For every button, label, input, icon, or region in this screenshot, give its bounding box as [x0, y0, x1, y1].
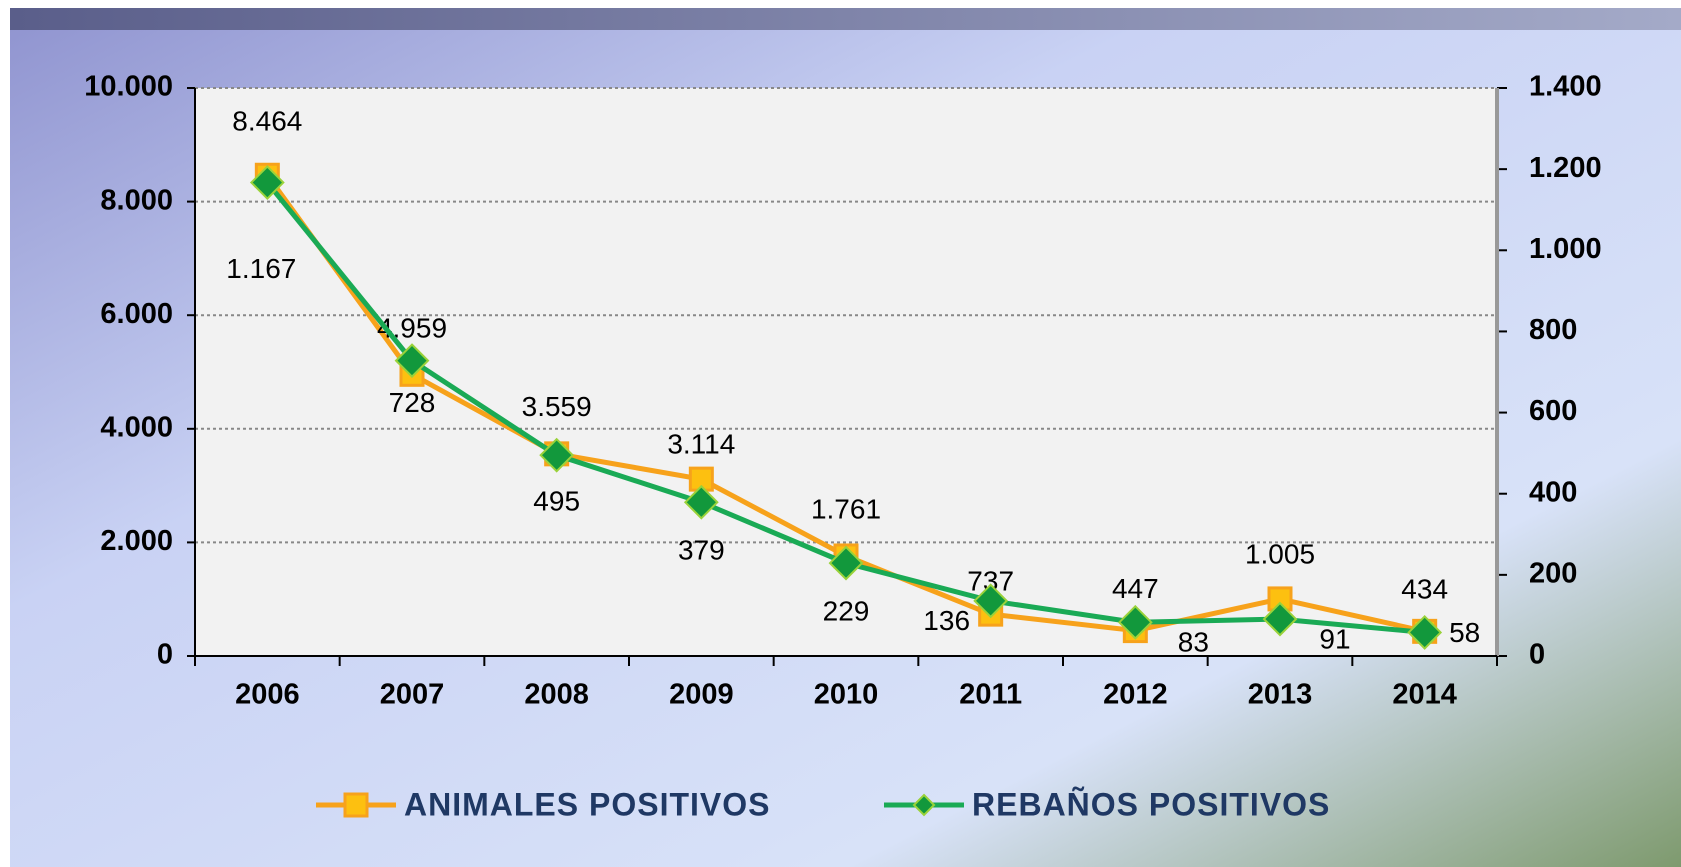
- y2-tick-label: 1.000: [1529, 233, 1602, 265]
- x-tick-label: 2007: [380, 679, 445, 711]
- marker: [973, 583, 1009, 619]
- data-label: 58: [1449, 617, 1480, 648]
- x-tick-label: 2013: [1248, 679, 1313, 711]
- top-band: [10, 8, 1681, 30]
- y2-tick-label: 400: [1529, 476, 1577, 508]
- data-label: 1.167: [226, 253, 296, 284]
- data-label: 136: [923, 605, 970, 636]
- data-label: 447: [1112, 573, 1159, 604]
- x-tick-label: 2011: [959, 679, 1022, 711]
- y2-tick-label: 800: [1529, 314, 1577, 346]
- y-tick-label: 10.000: [84, 71, 173, 103]
- y-tick-label: 4.000: [100, 411, 173, 443]
- y-tick-label: 2.000: [100, 525, 173, 557]
- legend-label: REBAÑOS POSITIVOS: [972, 786, 1330, 822]
- y-tick-label: 6.000: [100, 298, 173, 330]
- marker: [394, 343, 430, 379]
- marker: [828, 545, 864, 581]
- marker: [1117, 604, 1153, 640]
- y-tick-label: 8.000: [100, 184, 173, 216]
- y-tick-label: 0: [157, 639, 173, 671]
- x-tick-label: 2006: [235, 679, 300, 711]
- data-label: 8.464: [232, 106, 302, 137]
- y2-tick-label: 600: [1529, 395, 1577, 427]
- y2-tick-label: 200: [1529, 558, 1577, 590]
- marker: [1262, 601, 1298, 637]
- data-label: 495: [533, 486, 580, 517]
- data-label: 3.114: [667, 429, 735, 460]
- legend-marker: [912, 793, 936, 817]
- x-tick-label: 2014: [1392, 679, 1457, 711]
- x-tick-label: 2008: [524, 679, 589, 711]
- y2-tick-label: 1.200: [1529, 152, 1602, 184]
- x-tick-label: 2012: [1103, 679, 1168, 711]
- marker: [539, 437, 575, 473]
- legend-marker: [343, 792, 369, 818]
- data-label: 3.559: [522, 391, 592, 422]
- data-label: 728: [389, 387, 436, 418]
- data-label: 83: [1178, 627, 1209, 658]
- data-label: 434: [1401, 574, 1448, 605]
- legend-label: ANIMALES POSITIVOS: [404, 786, 770, 822]
- marker: [1407, 615, 1443, 650]
- data-label: 91: [1319, 623, 1350, 654]
- marker: [249, 165, 285, 200]
- y2-tick-label: 1.400: [1529, 71, 1602, 103]
- marker: [683, 484, 719, 520]
- data-label: 1.761: [811, 493, 881, 524]
- data-label: 1.005: [1245, 538, 1315, 569]
- data-label: 379: [678, 535, 725, 566]
- x-tick-label: 2009: [669, 679, 734, 711]
- y2-tick-label: 0: [1529, 639, 1545, 671]
- data-label: 229: [823, 595, 870, 626]
- x-tick-label: 2010: [814, 679, 879, 711]
